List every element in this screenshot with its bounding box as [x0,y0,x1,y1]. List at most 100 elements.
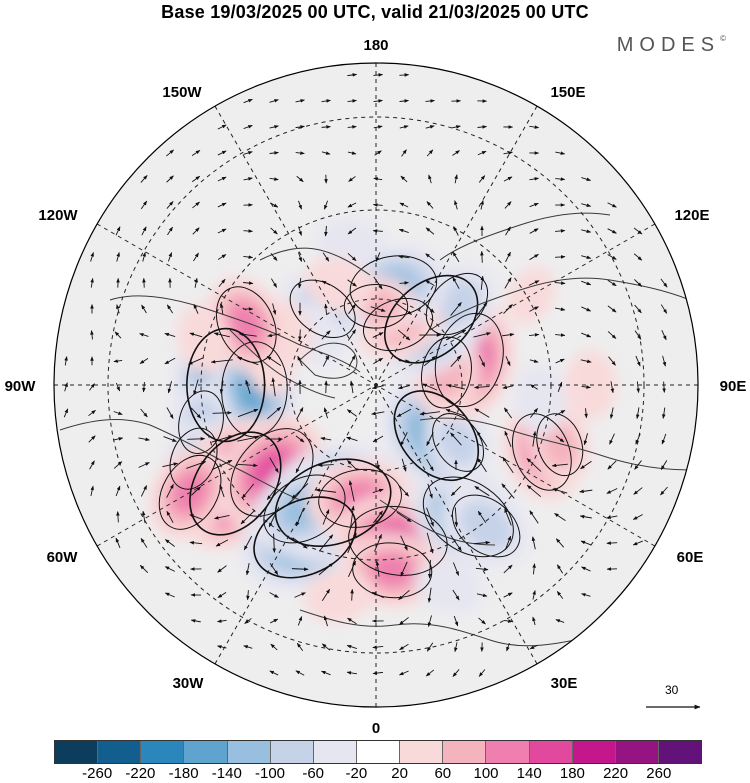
wind-vector [272,533,277,553]
wind-vector [269,151,279,155]
wind-vector [661,433,667,445]
colorbar-segment [227,741,271,763]
wind-vector [532,616,536,626]
lon-label-120e: 120E [674,207,709,224]
wind-vector [89,460,95,470]
wind-vector [450,485,462,497]
wind-vector [217,565,227,573]
wind-vector [555,619,565,623]
wind-vector [445,329,467,341]
wind-vector [241,483,255,499]
wind-vector [399,643,409,651]
anomaly-contour [253,496,357,579]
coastline [439,212,611,261]
wind-vector [217,124,227,130]
wind-vector [426,458,434,472]
wind-vector [295,125,305,129]
wind-vector [425,99,435,103]
wind-vector [373,276,383,290]
wind-vector [321,670,331,676]
wind-vector [211,435,233,443]
wind-vector [529,384,538,390]
colorbar-tick-label: 220 [603,765,629,782]
wind-vector [660,460,668,471]
anomaly-contour [383,274,479,364]
wind-vector [243,255,254,259]
wind-vector [400,561,408,577]
wind-vector [372,645,384,649]
wind-vector [503,304,513,314]
wind-vector [427,615,432,627]
wind-vector [445,409,467,417]
wind-vector [427,483,433,499]
wind-vector [323,615,328,627]
wind-vector [269,457,279,473]
wind-vector [64,356,68,366]
wind-vector [607,254,617,260]
wind-vector [166,201,174,209]
wind-vector [453,226,459,236]
colorbar-tick-label: 60 [434,765,452,782]
wind-vector [190,619,201,623]
wind-vector [608,356,616,366]
wind-vector [555,435,565,443]
wind-vector [193,303,199,314]
wind-vector [473,332,491,338]
colorbar-tick-label: -60 [302,765,325,782]
wind-vector [372,332,384,338]
wind-vector [426,532,434,554]
wind-vector [138,462,150,468]
colorbar-tick-label: -140 [211,765,242,782]
wind-vector [529,644,539,650]
wind-vector [243,177,253,181]
wind-vector [167,252,173,262]
wind-vector [298,252,302,262]
wind-vector [372,488,384,494]
wind-vector [272,303,277,315]
wind-vector [372,435,384,443]
wind-vector [372,229,383,233]
wind-vector [164,332,176,337]
wind-vector [606,488,618,494]
colorbar-segment [141,741,185,763]
wind-vector [217,150,227,156]
anomaly-cell [513,363,567,435]
colorbar-segment [270,741,314,763]
wind-vector [295,507,305,527]
wind-vector [475,567,489,572]
wind-vector [397,385,410,390]
wind-vector [551,463,568,468]
wind-vector [506,642,510,652]
wind-vector [348,176,356,182]
wind-vector [269,125,279,129]
wind-vector [214,514,230,520]
wind-vector [371,591,384,599]
colorbar-tick-label: 100 [473,765,499,782]
wind-vector [166,175,174,183]
wind-vector [270,643,278,651]
wind-vector [581,255,592,259]
wind-vector [63,408,69,418]
lon-label-30e: 30E [551,675,578,692]
colorbar-segment [55,741,99,763]
wind-vector [477,457,487,473]
wind-vector [115,537,121,549]
wind-vector [347,227,357,235]
wind-vector [315,488,337,493]
colorbar-tick-label: 260 [646,765,672,782]
wind-vector [164,566,176,572]
wind-vector [661,330,667,341]
anomaly-contour [169,427,218,490]
colorbar-segment [356,741,401,763]
wind-vector [583,433,588,446]
wind-vector [211,459,233,471]
anomaly-cell [304,256,374,312]
colorbar-segment [98,741,142,763]
lon-label-60e: 60E [677,549,704,566]
wind-vector [426,432,434,447]
lon-label-150w: 150W [162,84,202,101]
wind-vector [503,619,513,623]
wind-vector [376,460,380,470]
wind-vector [298,200,302,210]
wind-vector [480,275,485,290]
